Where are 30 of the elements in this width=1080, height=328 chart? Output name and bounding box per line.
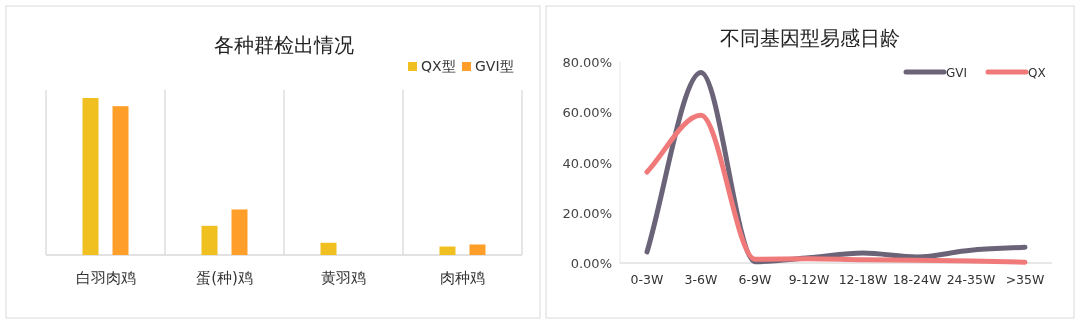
legend-label: QX型 [421,58,456,74]
y-tick-label: 40.00% [562,155,612,171]
x-tick-label: 3-6W [684,272,718,287]
bar [469,244,486,255]
legend-label: GVI型 [475,58,514,74]
x-tick-label: 肉种鸡 [440,269,485,287]
x-tick-label: 18-24W [892,272,942,287]
bar [82,98,99,255]
x-tick-label: 白羽肉鸡 [75,269,136,287]
bar [112,106,129,255]
x-tick-label: 黄羽鸡 [321,269,366,287]
bar [201,225,218,255]
chart-title: 各种群检出情况 [214,33,354,57]
y-tick-label: 80.00% [562,55,612,70]
y-tick-label: 0.00% [570,256,612,271]
y-tick-label: 60.00% [562,105,612,121]
x-tick-label: 24-35W [946,272,996,287]
bar [439,246,456,255]
x-tick-label: 9-12W [788,272,830,287]
legend-label: QX [1028,66,1046,80]
x-tick-label: 12-18W [838,272,888,287]
bar [231,209,248,255]
chart-title: 不同基因型易感日龄 [720,26,900,50]
x-tick-label: 0-3W [630,272,664,287]
y-tick-label: 20.00% [562,205,612,221]
bar [320,242,337,255]
x-tick-label: >35W [1005,272,1045,287]
legend-label: GVI [946,66,968,80]
x-tick-label: 6-9W [738,272,772,287]
x-tick-label: 蛋(种)鸡 [196,269,253,287]
